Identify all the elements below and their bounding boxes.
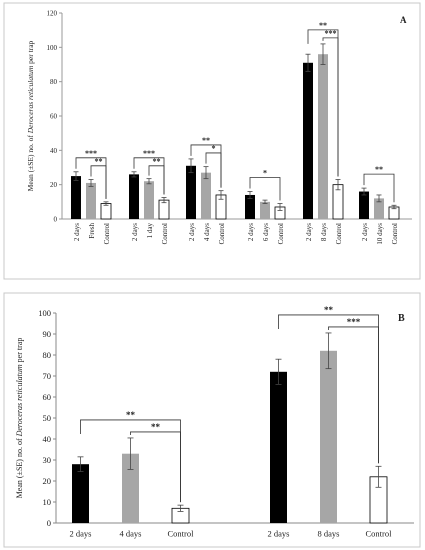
chart-a-significance-label: ** — [202, 136, 210, 145]
chart-b-x-tick-label: 4 days — [120, 529, 142, 539]
chart-a-y-tick-label: 120 — [47, 9, 58, 17]
chart-a-significance-bracket — [249, 177, 281, 201]
chart-b-y-tick-label: 100 — [38, 308, 51, 318]
chart-b-significance-label: ** — [324, 305, 334, 315]
chart-a-y-axis-label-part: Deroceras reticulatum — [26, 65, 35, 134]
chart-a-bar — [86, 182, 96, 219]
chart-a-bar — [100, 203, 112, 220]
chart-panel-b: 0 10 20 30 40 50 60 70 80 90 100 Mean (±SE) no. of … — [0, 290, 425, 550]
chart-b-y-axis-label-part: per trap — [15, 338, 24, 365]
chart-a-x-tick-label: 2 days — [73, 223, 81, 241]
chart-a-x-tick-label: Control — [103, 223, 111, 244]
chart-b-y-tick-label: 40 — [43, 434, 52, 444]
chart-b-y-axis-label-part: Deroceras reticulatum — [15, 364, 24, 437]
chart-a-x-tick-label: Control — [277, 223, 285, 244]
chart-a-x-tick-label: 2 days — [305, 223, 313, 241]
chart-a-x-tick-label: Control — [391, 223, 399, 244]
chart-a-bar — [260, 201, 270, 219]
chart-panel-a: 0 20 40 60 80 100 120 Mean (±SE) no. of Derocer… — [3, 2, 421, 280]
chart-a-significance-bracket — [322, 37, 339, 177]
chart-a-x-tick-label: 1 day — [146, 223, 154, 239]
chart-b-x-tick-label: 8 days — [318, 529, 340, 539]
chart-a-significance-label: *** — [85, 149, 97, 158]
chart-b-y-tick-label: 20 — [43, 476, 52, 486]
chart-b-y-tick-label: 90 — [43, 329, 52, 339]
chart-a-bar — [186, 165, 196, 219]
chart-b-frame — [3, 292, 421, 548]
chart-a-x-tick-label: 6 days — [262, 223, 270, 241]
chart-a-significance-label: *** — [143, 149, 155, 158]
chart-a-significance-bracket — [148, 165, 165, 195]
chart-b-significance-label: ** — [126, 410, 136, 420]
chart-a-x-tick-label: Control — [161, 223, 169, 244]
chart-b-y-tick-label: 70 — [43, 371, 52, 381]
chart-a-frame — [3, 2, 421, 280]
chart-b-bar — [270, 371, 287, 523]
chart-b-significance-bracket — [328, 326, 379, 464]
chart-a-bar — [129, 174, 139, 219]
chart-a-x-tick-label: 2 days — [131, 223, 139, 241]
chart-a-significance-label: * — [212, 144, 216, 153]
chart-a-significance-label: ** — [319, 21, 327, 30]
chart-a-bar — [303, 62, 313, 220]
chart-b-y-tick-label: 80 — [43, 350, 52, 360]
chart-a-x-tick-label: 2 days — [188, 223, 196, 241]
chart-b-svg: 0 10 20 30 40 50 60 70 80 90 100 Mean (±SE) no. of … — [3, 292, 421, 548]
chart-a-panel-label: A — [400, 15, 407, 25]
chart-a-x-tick-label: Fresh — [88, 223, 96, 239]
chart-a-significance-label: ** — [95, 157, 103, 166]
chart-a-bar — [71, 176, 81, 219]
chart-a-x-tick-label: 10 days — [376, 223, 384, 245]
chart-a-bar — [201, 172, 211, 219]
chart-a-significance-label: ** — [375, 165, 383, 174]
chart-a-x-tick-label: 2 days — [361, 223, 369, 241]
chart-a-significance-label: * — [263, 169, 267, 178]
chart-b-y-tick-label: 30 — [43, 455, 52, 465]
chart-b-x-tick-label: Control — [366, 529, 393, 539]
chart-a-y-axis-label: Mean (±SE) no. of Deroceras reticulatum … — [26, 40, 35, 191]
chart-b-x-tick-label: Control — [168, 529, 195, 539]
chart-a-bar — [245, 194, 255, 219]
chart-a-x-tick-label: 2 days — [247, 223, 255, 241]
chart-b-significance-label: *** — [347, 317, 361, 327]
chart-a-y-tick-label: 60 — [50, 112, 58, 120]
chart-b-y-tick-label: 10 — [43, 497, 52, 507]
chart-a-y-tick-label: 80 — [50, 78, 58, 86]
chart-b-bar — [122, 453, 139, 523]
chart-a-y-tick-label: 0 — [54, 215, 58, 223]
chart-a-bar — [359, 191, 369, 219]
chart-b-x-tick-label: 2 days — [70, 529, 92, 539]
chart-a-bar — [144, 181, 154, 219]
chart-a-bar — [374, 198, 384, 219]
chart-a-svg: 0 20 40 60 80 100 120 Mean (±SE) no. of Derocer… — [3, 2, 421, 280]
chart-a-x-tick-label: 8 days — [320, 223, 328, 241]
chart-a-y-axis-label-part: Mean (±SE) no. of — [26, 133, 35, 191]
chart-a-y-tick-label: 100 — [47, 44, 58, 52]
chart-a-y-tick-label: 40 — [50, 147, 58, 155]
chart-a-significance-bracket — [363, 173, 395, 203]
chart-a-x-tick-label: Control — [218, 223, 226, 244]
chart-a-bar — [318, 54, 328, 220]
chart-a-y-tick-label: 20 — [50, 181, 58, 189]
chart-a-significance-label: ** — [153, 157, 161, 166]
chart-b-y-axis-label-part: Mean (±SE) no. of — [15, 436, 24, 498]
chart-a-significance-label: *** — [325, 29, 337, 38]
chart-b-significance-bracket — [130, 431, 181, 503]
chart-b-y-tick-label: 60 — [43, 392, 52, 402]
chart-a-x-tick-label: 4 days — [203, 223, 211, 241]
chart-a-y-axis-label-part: per trap — [26, 40, 35, 65]
chart-b-x-tick-label: 2 days — [268, 529, 290, 539]
chart-a-significance-bracket — [205, 152, 222, 188]
chart-b-y-axis-label: Mean (±SE) no. of Deroceras reticulatum … — [15, 338, 24, 499]
chart-b-bar — [72, 464, 89, 523]
chart-a-x-tick-label: Control — [335, 223, 343, 244]
chart-b-bar — [320, 350, 337, 523]
chart-b-y-tick-label: 0 — [47, 518, 51, 528]
chart-b-y-tick-label: 50 — [43, 413, 52, 423]
chart-b-significance-label: ** — [151, 422, 161, 432]
chart-a-significance-bracket — [90, 165, 107, 199]
chart-b-panel-label: B — [398, 313, 405, 324]
